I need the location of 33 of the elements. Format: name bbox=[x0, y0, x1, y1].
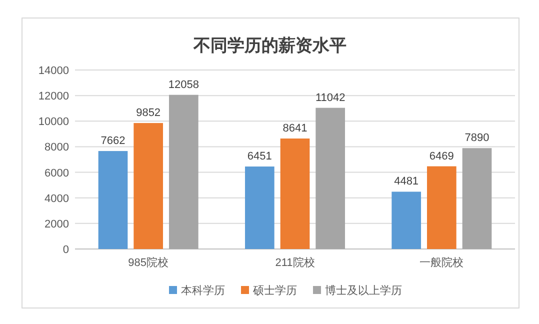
bar bbox=[245, 166, 274, 249]
bar bbox=[316, 108, 345, 249]
data-label: 6451 bbox=[247, 150, 272, 163]
y-tick-label: 10000 bbox=[38, 116, 69, 128]
legend-label: 本科学历 bbox=[181, 284, 225, 297]
data-label: 6469 bbox=[429, 150, 454, 162]
y-tick-label: 12000 bbox=[38, 90, 69, 103]
bar bbox=[98, 151, 128, 249]
y-tick-label: 2000 bbox=[44, 218, 69, 230]
data-label: 4481 bbox=[394, 176, 419, 188]
bar bbox=[280, 138, 310, 249]
data-label: 8641 bbox=[282, 122, 308, 135]
data-label: 7890 bbox=[464, 132, 490, 144]
y-tick-label: 6000 bbox=[44, 167, 69, 180]
x-tick-label: 211院校 bbox=[275, 256, 315, 269]
chart-title: 不同学历的薪资水平 bbox=[192, 36, 346, 55]
bar bbox=[427, 166, 456, 249]
data-label: 12058 bbox=[168, 78, 199, 91]
legend-label: 博士及以上学历 bbox=[325, 284, 402, 297]
y-tick-label: 0 bbox=[62, 244, 69, 256]
x-tick-label: 985院校 bbox=[128, 256, 169, 269]
data-label: 9852 bbox=[136, 107, 161, 120]
y-tick-label: 4000 bbox=[44, 192, 69, 205]
data-label: 11042 bbox=[315, 92, 346, 104]
y-tick-label: 14000 bbox=[38, 65, 69, 77]
bar bbox=[134, 123, 163, 249]
legend-label: 硕士学历 bbox=[252, 284, 297, 297]
y-tick-label: 8000 bbox=[44, 142, 69, 154]
x-tick-label: 一般院校 bbox=[420, 256, 464, 269]
bar bbox=[462, 148, 492, 249]
bar bbox=[169, 94, 198, 249]
data-label: 7662 bbox=[100, 135, 126, 148]
bar bbox=[392, 192, 421, 249]
